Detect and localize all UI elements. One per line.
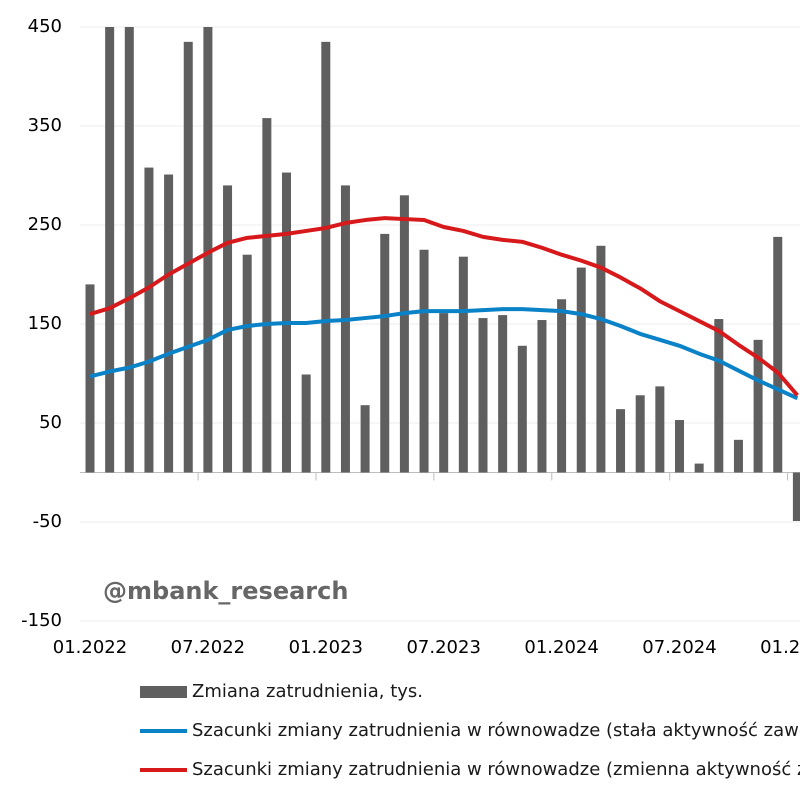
x-tick-label: 01.2022 bbox=[53, 637, 127, 658]
x-tick-label: 07.2023 bbox=[406, 637, 480, 658]
bar bbox=[399, 195, 409, 473]
bar bbox=[262, 118, 272, 473]
bar bbox=[498, 315, 508, 473]
bar bbox=[458, 256, 468, 473]
x-tick-label: 01.2024 bbox=[524, 637, 598, 658]
y-tick-label: 450 bbox=[28, 16, 62, 37]
bar bbox=[242, 254, 252, 473]
bar bbox=[773, 236, 783, 473]
bar bbox=[792, 472, 800, 522]
bar bbox=[183, 41, 193, 473]
bar bbox=[380, 233, 390, 473]
bar bbox=[340, 185, 350, 473]
bar bbox=[714, 319, 724, 473]
legend-swatch bbox=[140, 686, 187, 698]
bar bbox=[557, 299, 567, 473]
bar bbox=[517, 345, 527, 473]
bar bbox=[85, 284, 95, 473]
bar bbox=[616, 409, 626, 473]
legend-label: Zmiana zatrudnienia, tys. bbox=[192, 681, 423, 702]
x-tick-label: 01.2023 bbox=[289, 637, 363, 658]
line bbox=[89, 307, 799, 401]
bar bbox=[478, 318, 488, 473]
line bbox=[89, 216, 799, 397]
bar bbox=[537, 320, 547, 473]
y-tick-label: 250 bbox=[28, 214, 62, 235]
y-tick-label: -50 bbox=[33, 511, 62, 532]
bar bbox=[576, 267, 586, 473]
bar bbox=[753, 339, 763, 473]
bar bbox=[124, 27, 134, 473]
y-tick-label: 350 bbox=[28, 115, 62, 136]
x-tick-label: 07.2024 bbox=[642, 637, 716, 658]
bar bbox=[203, 27, 213, 473]
bar bbox=[301, 374, 311, 473]
watermark: @mbank_research bbox=[103, 577, 348, 605]
bar bbox=[144, 167, 154, 473]
legend-label: Szacunki zmiany zatrudnienia w równowadz… bbox=[192, 759, 800, 780]
bar bbox=[419, 249, 429, 473]
bar bbox=[694, 463, 704, 473]
y-tick-label: 150 bbox=[28, 313, 62, 334]
bar bbox=[360, 405, 370, 473]
bar bbox=[733, 439, 743, 473]
bar bbox=[655, 386, 665, 473]
bar bbox=[321, 41, 331, 473]
bar bbox=[675, 420, 684, 473]
bar bbox=[164, 174, 174, 473]
bar bbox=[439, 313, 449, 473]
bar bbox=[596, 245, 606, 473]
y-tick-label: -150 bbox=[21, 610, 62, 631]
bar bbox=[105, 27, 115, 473]
legend-label: Szacunki zmiany zatrudnienia w równowadz… bbox=[192, 720, 800, 741]
bar bbox=[635, 395, 645, 473]
x-tick-label: 01.2025 bbox=[760, 637, 800, 658]
x-tick-label: 07.2022 bbox=[171, 637, 245, 658]
y-tick-label: 50 bbox=[39, 412, 62, 433]
